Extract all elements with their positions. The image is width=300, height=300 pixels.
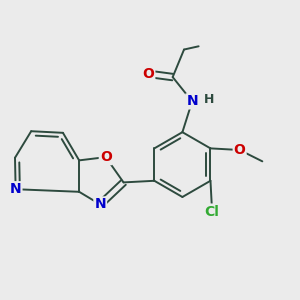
- Text: N: N: [186, 94, 198, 108]
- Text: O: O: [100, 150, 112, 164]
- Text: N: N: [94, 197, 106, 212]
- Text: O: O: [142, 67, 154, 81]
- Text: O: O: [234, 143, 246, 157]
- Text: H: H: [203, 93, 214, 106]
- Text: N: N: [10, 182, 22, 196]
- Text: Cl: Cl: [205, 205, 220, 219]
